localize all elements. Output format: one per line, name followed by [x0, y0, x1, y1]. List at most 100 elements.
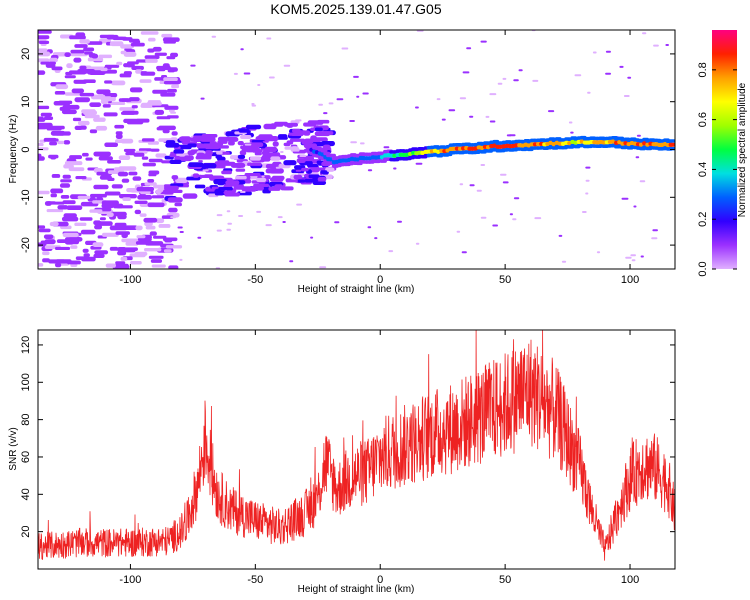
spectrogram-cell: [158, 125, 176, 131]
spectrogram-cell: [668, 142, 675, 147]
spectrogram-cell: [636, 134, 641, 137]
spectrogram-cell: [171, 131, 178, 136]
spectrogram-cell: [257, 84, 261, 86]
spectrogram-cell: [558, 234, 563, 237]
spectrogram-cell: [334, 221, 340, 224]
spectrogram-cell: [138, 148, 152, 152]
spectrogram-cell: [89, 102, 102, 107]
spectrogram-cell: [164, 238, 173, 243]
spectrogram-cell: [187, 143, 197, 148]
spectrogram-cell: [240, 191, 246, 193]
spectrogram-cell: [144, 248, 162, 252]
spectrogram-cell: [245, 124, 262, 130]
snr-x-axis-label: Height of straight line (km): [298, 584, 415, 595]
spectrogram-cell: [102, 104, 111, 108]
spectrogram-cell: [393, 167, 397, 170]
spectrogram-cell: [141, 156, 149, 160]
spectrogram-cell: [299, 155, 307, 157]
spectrogram-cell: [169, 189, 183, 193]
spectrogram-cell: [87, 57, 104, 62]
spectrogram-cell: [145, 225, 156, 230]
spectrogram-cell: [297, 179, 306, 183]
spectrogram-cell: [621, 197, 629, 200]
spectrogram-cell: [49, 57, 58, 63]
spectrogram-cell: [213, 179, 228, 185]
spectrogram-cell: [213, 145, 229, 149]
spectrogram-cell: [233, 72, 238, 75]
spectrogram-cell: [38, 30, 52, 34]
spectrogram-cell: [619, 65, 624, 68]
spectrogram-cell: [103, 112, 118, 117]
spectrogram-cell: [256, 177, 267, 183]
spectrogram-cell: [397, 220, 402, 223]
spectrogram-cell: [639, 180, 646, 183]
spectrogram-cell: [341, 47, 349, 50]
spectrogram-cell: [38, 228, 51, 233]
spectrogram-cell: [150, 259, 163, 263]
spectrogram-cell: [137, 195, 153, 200]
spectrogram-cell: [150, 148, 160, 152]
spectrogram-cell: [211, 35, 217, 38]
spectrogram-cell: [238, 215, 244, 217]
spectrogram-cell: [82, 248, 89, 253]
spectrogram-cell: [513, 197, 520, 200]
spectrogram-cell: [492, 224, 498, 227]
spectrogram-cell: [107, 160, 122, 164]
spectrogram-cell: [303, 155, 315, 162]
spectrogram-cell: [93, 253, 105, 259]
spectrogram-cell: [174, 202, 182, 207]
spectrogram-cell: [160, 92, 176, 97]
spectrogram-cell: [642, 32, 647, 35]
spectrogram-cell: [320, 149, 328, 153]
spectrogram-cell: [228, 140, 235, 146]
spectrogram-cell: [168, 265, 179, 269]
spectrogram-cell: [171, 154, 175, 157]
spectrogram-cell: [289, 260, 294, 263]
spectrogram-cell: [301, 167, 309, 172]
spectrogram-cell: [74, 97, 91, 103]
spectrogram-cell: [195, 135, 203, 141]
colorbar-tick-label: 0.2: [697, 212, 709, 227]
spectrogram-cell: [136, 235, 146, 239]
spectrogram-cell: [631, 259, 636, 262]
spectrogram-cell: [115, 261, 126, 265]
spectrogram-cell: [123, 148, 136, 152]
spectrogram-cell: [668, 139, 675, 143]
spectrogram-cell: [83, 253, 90, 258]
spectrogram-cell: [200, 97, 205, 100]
spectrogram-cell: [282, 221, 286, 223]
spectrogram-cell: [230, 163, 246, 168]
spectrogram-cell: [46, 138, 59, 142]
spectrogram-cell: [101, 203, 114, 209]
spectrogram-cell: [104, 80, 113, 84]
spectrogram-cell: [85, 157, 93, 161]
spectrogram-cell: [114, 124, 125, 129]
spectrogram-cell: [92, 242, 104, 247]
spectrogram-cell: [98, 156, 113, 161]
spectrogram-cell: [125, 152, 136, 156]
spectrogram-cell: [489, 93, 497, 96]
spectrogram-cell: [203, 153, 213, 158]
spectrogram-cell: [42, 251, 50, 256]
spectrogram-cell: [304, 178, 318, 183]
spectrogram-cell: [135, 225, 143, 231]
spectrogram-cell: [317, 177, 327, 182]
spectrogram-cell: [240, 48, 244, 51]
spectrogram-cell: [93, 151, 111, 157]
spectrogram-cell: [497, 82, 503, 85]
snr-y-ticks: 20 40 60 80 100 120: [20, 336, 675, 538]
spectrogram-cell: [136, 186, 155, 192]
figure-title: KOM5.2025.139.01.47.G05: [270, 1, 441, 17]
spectrogram-cell: [140, 71, 148, 75]
spectrogram-cell: [249, 156, 262, 161]
spectrogram-cell: [177, 226, 183, 229]
spectrogram-cell: [44, 116, 54, 120]
spectrogram-cell: [77, 195, 91, 200]
spectrogram-cell: [303, 122, 317, 127]
spectrogram-cell: [167, 197, 182, 201]
spectrogram-cell: [651, 237, 658, 240]
spectrogram-cell: [83, 47, 95, 52]
spectrogram-x-axis-label: Height of straight line (km): [298, 284, 415, 295]
